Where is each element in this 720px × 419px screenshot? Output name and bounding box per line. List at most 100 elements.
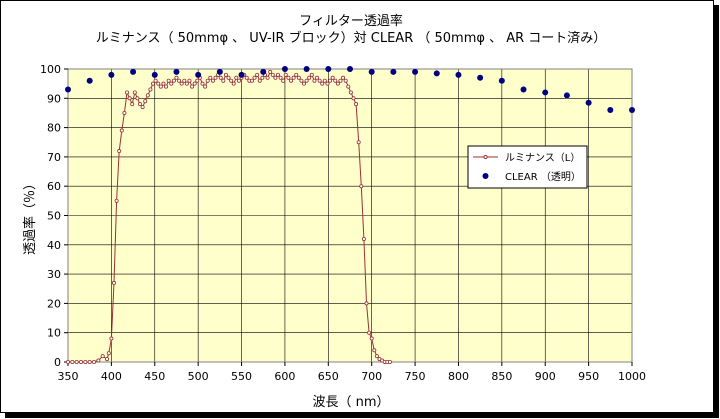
y-tick-label: 10: [47, 327, 61, 340]
data-point-luminance: [156, 81, 161, 86]
data-point-luminance: [187, 78, 192, 83]
y-tick-label: 50: [47, 210, 61, 223]
data-point-luminance: [320, 81, 325, 86]
data-point-clear: [607, 107, 614, 114]
data-point-luminance: [122, 110, 127, 115]
data-point-luminance: [145, 93, 150, 98]
data-point-luminance: [369, 336, 374, 341]
data-point-luminance: [281, 78, 286, 83]
x-tick-label: 700: [361, 370, 382, 383]
data-point-luminance: [255, 72, 260, 77]
data-point-luminance: [356, 140, 361, 145]
data-point-luminance: [87, 359, 92, 364]
y-tick-label: 0: [54, 356, 61, 369]
data-point-luminance: [291, 75, 296, 80]
y-tick-label: 100: [40, 63, 61, 76]
x-tick-label: 950: [578, 370, 599, 383]
data-point-luminance: [234, 75, 239, 80]
data-point-luminance: [83, 359, 88, 364]
x-tick-label: 400: [101, 370, 122, 383]
data-point-luminance: [70, 359, 75, 364]
data-point-clear: [455, 71, 462, 78]
legend-box: [467, 145, 588, 189]
data-point-clear: [238, 71, 245, 78]
data-point-luminance: [296, 75, 301, 80]
legend-marker-luminance: [483, 154, 488, 160]
x-tick-label: 350: [58, 370, 79, 383]
x-tick-label: 850: [491, 370, 512, 383]
data-point-clear: [498, 77, 505, 84]
data-point-luminance: [341, 75, 346, 80]
legend-label-luminance: ルミナンス（L）: [505, 152, 580, 164]
data-point-luminance: [288, 78, 293, 83]
x-tick-label: 900: [535, 370, 556, 383]
data-point-luminance: [132, 90, 137, 95]
data-point-clear: [477, 74, 484, 81]
data-point-luminance: [138, 102, 143, 107]
x-tick-label: 550: [231, 370, 252, 383]
data-point-luminance: [330, 75, 335, 80]
data-point-clear: [303, 66, 310, 72]
data-point-luminance: [161, 81, 166, 86]
data-point-clear: [629, 107, 635, 114]
data-point-luminance: [294, 72, 299, 77]
data-point-luminance: [265, 75, 270, 80]
data-point-luminance: [249, 78, 254, 83]
data-point-luminance: [387, 359, 392, 364]
data-point-luminance: [283, 72, 288, 77]
data-point-luminance: [359, 184, 364, 189]
data-point-luminance: [135, 96, 140, 101]
x-tick-label: 1000: [618, 370, 646, 383]
data-point-luminance: [328, 78, 333, 83]
legend: ルミナンス（L） CLEAR （透明）: [467, 145, 588, 189]
series-0: [66, 69, 392, 364]
data-point-luminance: [100, 354, 105, 359]
y-tick-label: 80: [47, 122, 61, 135]
data-point-luminance: [317, 78, 322, 83]
data-point-luminance: [226, 75, 231, 80]
data-point-luminance: [203, 84, 208, 89]
legend-label-clear: CLEAR （透明）: [505, 171, 581, 183]
data-point-luminance: [190, 84, 195, 89]
data-point-luminance: [127, 96, 132, 101]
data-point-luminance: [278, 75, 283, 80]
data-point-luminance: [151, 81, 156, 86]
data-point-clear: [65, 86, 71, 93]
data-series: [65, 66, 635, 364]
data-point-luminance: [309, 72, 314, 77]
data-point-luminance: [374, 354, 379, 359]
y-axis-ticks: 0 10 20 30 40 50 60 70 80 90 100: [40, 63, 68, 369]
data-point-clear: [216, 68, 223, 75]
data-point-clear: [325, 66, 332, 72]
data-point-luminance: [268, 69, 273, 74]
data-point-clear: [281, 66, 288, 72]
data-point-luminance: [195, 78, 200, 83]
data-point-luminance: [174, 75, 179, 80]
data-point-clear: [347, 66, 353, 72]
data-point-luminance: [171, 78, 176, 83]
data-point-luminance: [322, 78, 327, 83]
x-axis-label: 波長（ nm）: [312, 395, 389, 410]
data-point-luminance: [275, 72, 280, 77]
data-point-luminance: [179, 81, 184, 86]
data-point-luminance: [166, 78, 171, 83]
data-point-luminance: [335, 81, 340, 86]
data-point-luminance: [105, 357, 110, 362]
data-point-luminance: [182, 78, 187, 83]
data-point-luminance: [343, 78, 348, 83]
data-point-luminance: [354, 102, 359, 107]
data-point-luminance: [158, 84, 163, 89]
y-tick-label: 70: [47, 151, 61, 164]
data-point-luminance: [169, 81, 174, 86]
data-point-clear: [260, 68, 267, 75]
data-point-luminance: [348, 90, 353, 95]
x-axis-ticks: 350 400 450 500 550 600 650 700 750 800 850 900 950 1…: [58, 362, 646, 383]
data-point-luminance: [229, 78, 234, 83]
data-point-clear: [585, 99, 592, 106]
data-point-clear: [130, 68, 137, 75]
data-point-luminance: [109, 336, 114, 341]
data-point-luminance: [213, 75, 218, 80]
x-tick-label: 500: [188, 370, 209, 383]
data-point-clear: [368, 68, 375, 75]
data-point-luminance: [299, 78, 304, 83]
